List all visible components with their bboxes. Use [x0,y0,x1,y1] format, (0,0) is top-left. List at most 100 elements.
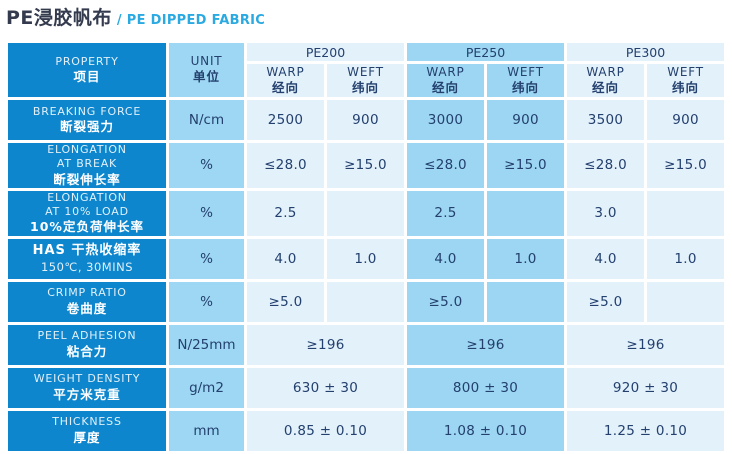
value-cell: 630 ± 30 [247,367,405,408]
value-cell: 3.0 [567,190,645,236]
pe200-warp-header: WARP 经向 [247,64,324,97]
property-en: WEIGHT DENSITY [33,372,141,385]
value-cell: 2500 [247,100,324,140]
property-zh: 粘合力 [66,343,108,359]
value-cell [487,281,565,322]
pe250-weft-header: WEFT 纬向 [487,64,565,97]
value-cell: ≤28.0 [407,143,485,188]
group-header-pe200: PE200 [247,43,405,61]
pe250-warp-header: WARP 经向 [407,64,485,97]
value-cell: 1.25 ± 0.10 [567,410,725,451]
property-en: ELONGATION AT 10% LOAD [45,190,129,218]
value-cell: 2.5 [407,190,485,236]
value-cell [647,281,725,322]
property-cell: PEEL ADHESION 粘合力 [8,324,166,365]
property-en: 150℃, 30MINS [40,259,134,274]
unit-cell: mm [169,410,244,451]
value-cell: ≥5.0 [407,281,485,322]
property-zh: HAS 干热收缩率 [32,242,142,258]
weft-label-zh: 纬向 [352,79,380,95]
value-cell: 2.5 [247,190,324,236]
value-cell: 3500 [567,100,645,140]
unit-cell: % [169,238,244,279]
page-title: PE浸胶帆布 / PE DIPPED FABRIC [6,3,265,30]
value-cell: 900 [487,100,565,140]
pe300-warp-header: WARP 经向 [567,64,645,97]
warp-label-zh: 经向 [271,79,299,95]
warp-label-en: WARP [266,64,305,79]
property-zh: 平方米克重 [53,386,121,402]
page-title-english: / PE DIPPED FABRIC [116,13,266,28]
property-header-en: PROPERTY [55,54,119,68]
value-cell: ≥15.0 [647,143,725,188]
value-cell: ≥196 [407,324,565,365]
property-zh: 厚度 [73,429,101,445]
value-cell: 900 [327,100,405,140]
page-title-chinese: PE浸胶帆布 [6,7,112,29]
property-cell: THICKNESS 厚度 [8,410,166,451]
group-header-pe250: PE250 [407,43,565,61]
warp-label-en: WARP [586,64,625,79]
unit-cell: g/m2 [169,367,244,408]
value-cell [647,190,725,236]
value-cell: ≤28.0 [247,143,324,188]
value-cell: 1.0 [327,238,405,279]
value-cell: ≥196 [247,324,405,365]
weft-label-zh: 纬向 [512,79,540,95]
value-cell: 0.85 ± 0.10 [247,410,405,451]
pe300-weft-header: WEFT 纬向 [647,64,725,97]
value-cell: 4.0 [407,238,485,279]
warp-label-en: WARP [426,64,465,79]
table-row-has-heat-shrinkage: 150℃, 30MINS HAS 干热收缩率 % 4.0 1.0 4.0 1.0… [8,238,725,279]
value-cell [487,190,565,236]
value-cell: 4.0 [567,238,645,279]
value-cell: 900 [647,100,725,140]
weft-label-zh: 纬向 [672,79,700,95]
warp-label-zh: 经向 [432,79,460,95]
warp-label-zh: 经向 [592,79,620,95]
unit-cell: N/cm [169,100,244,140]
group-header-pe300: PE300 [567,43,725,61]
property-en: CRIMP RATIO [47,286,127,299]
property-en: THICKNESS [52,415,122,428]
value-cell: ≥15.0 [327,143,405,188]
unit-cell: % [169,143,244,188]
value-cell: ≥5.0 [247,281,324,322]
weft-label-en: WEFT [667,64,704,79]
unit-header-en: UNIT [190,54,223,69]
value-cell: ≤28.0 [567,143,645,188]
value-cell: 800 ± 30 [407,367,565,408]
spec-table: PROPERTY 项目 UNIT 单位 PE200 PE250 PE300 WA… [5,40,727,454]
table-row-elongation-at-break: ELONGATION AT BREAK 断裂伸长率 % ≤28.0 ≥15.0 … [8,143,725,188]
value-cell [327,190,405,236]
unit-cell: N/25mm [169,324,244,365]
value-cell: 4.0 [247,238,324,279]
value-cell: 920 ± 30 [567,367,725,408]
weft-label-en: WEFT [347,64,384,79]
property-en: PEEL ADHESION [37,329,137,342]
table-row-breaking-force: BREAKING FORCE 断裂强力 N/cm 2500 900 3000 9… [8,100,725,140]
value-cell: 1.0 [647,238,725,279]
value-cell: ≥15.0 [487,143,565,188]
property-zh: 卷曲度 [66,300,108,316]
property-cell: CRIMP RATIO 卷曲度 [8,281,166,322]
value-cell: 3000 [407,100,485,140]
property-en: ELONGATION AT BREAK [47,143,127,170]
table-row-thickness: THICKNESS 厚度 mm 0.85 ± 0.10 1.08 ± 0.10 … [8,410,725,451]
property-column-header: PROPERTY 项目 [8,43,166,97]
table-row-peel-adhesion: PEEL ADHESION 粘合力 N/25mm ≥196 ≥196 ≥196 [8,324,725,365]
property-zh: 断裂伸长率 [53,171,121,187]
table-row-elongation-at-10-load: ELONGATION AT 10% LOAD 10%定负荷伸长率 % 2.5 2… [8,190,725,236]
table-row-weight-density: WEIGHT DENSITY 平方米克重 g/m2 630 ± 30 800 ±… [8,367,725,408]
property-zh: 断裂强力 [59,119,114,135]
pe200-weft-header: WEFT 纬向 [327,64,405,97]
value-cell: 1.0 [487,238,565,279]
unit-header-zh: 单位 [192,69,220,85]
value-cell: ≥196 [567,324,725,365]
property-cell: ELONGATION AT 10% LOAD 10%定负荷伸长率 [8,190,166,236]
table-row-crimp-ratio: CRIMP RATIO 卷曲度 % ≥5.0 ≥5.0 ≥5.0 [8,281,725,322]
property-header-zh: 项目 [73,69,101,85]
property-zh: 10%定负荷伸长率 [30,219,144,235]
value-cell: ≥5.0 [567,281,645,322]
